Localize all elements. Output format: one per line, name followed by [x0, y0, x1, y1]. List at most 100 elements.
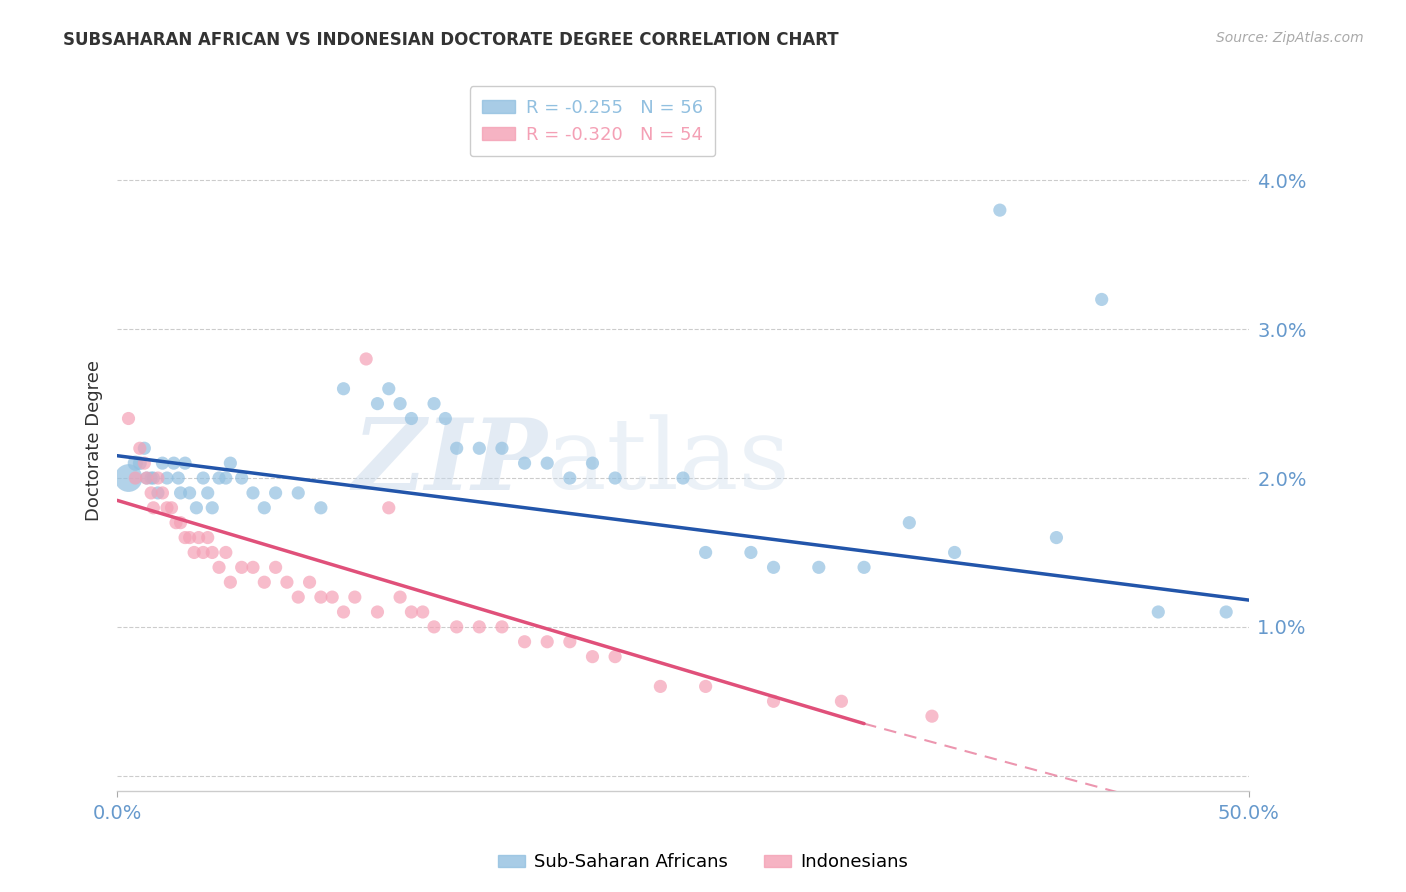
Point [298, 575, 321, 590]
Point [650, 680, 672, 694]
Point [988, 203, 1011, 218]
Point [231, 560, 253, 574]
Point [135, 471, 157, 485]
Point [695, 680, 717, 694]
Point [446, 442, 468, 456]
Point [242, 560, 264, 574]
Point [412, 605, 434, 619]
Point [183, 545, 205, 559]
Point [581, 456, 603, 470]
Point [152, 486, 174, 500]
Point [309, 590, 332, 604]
Point [174, 456, 197, 470]
Point [401, 605, 423, 619]
Point [332, 382, 354, 396]
Point [146, 471, 169, 485]
Point [446, 620, 468, 634]
Point [1147, 605, 1170, 619]
Point [169, 486, 191, 500]
Point [491, 442, 513, 456]
Point [558, 634, 581, 648]
Point [117, 411, 139, 425]
Text: SUBSAHARAN AFRICAN VS INDONESIAN DOCTORATE DEGREE CORRELATION CHART: SUBSAHARAN AFRICAN VS INDONESIAN DOCTORA… [63, 31, 839, 49]
Point [156, 500, 179, 515]
Point [378, 500, 401, 515]
Point [366, 605, 388, 619]
Point [134, 456, 156, 470]
Point [142, 471, 165, 485]
Point [139, 471, 162, 485]
Point [128, 442, 150, 456]
Point [332, 605, 354, 619]
Point [174, 531, 197, 545]
Point [762, 560, 785, 574]
Point [287, 486, 309, 500]
Point [193, 545, 215, 559]
Text: ZIP: ZIP [353, 414, 547, 510]
Point [401, 411, 423, 425]
Point [264, 486, 287, 500]
Point [468, 442, 491, 456]
Point [197, 486, 219, 500]
Point [343, 590, 366, 604]
Point [740, 545, 762, 559]
Point [603, 471, 626, 485]
Point [219, 456, 242, 470]
Point [167, 471, 190, 485]
Point [187, 531, 209, 545]
Point [898, 516, 921, 530]
Legend: R = -0.255   N = 56, R = -0.320   N = 54: R = -0.255 N = 56, R = -0.320 N = 54 [470, 87, 716, 156]
Point [197, 531, 219, 545]
Point [378, 382, 401, 396]
Point [1215, 605, 1237, 619]
Point [186, 500, 208, 515]
Point [287, 590, 309, 604]
Point [695, 545, 717, 559]
Point [215, 471, 238, 485]
Point [1045, 531, 1067, 545]
Point [142, 500, 165, 515]
Point [581, 649, 603, 664]
Point [179, 531, 201, 545]
Point [389, 590, 412, 604]
Point [321, 590, 343, 604]
Point [124, 456, 146, 470]
Point [253, 575, 276, 590]
Point [1091, 293, 1114, 307]
Point [231, 471, 253, 485]
Point [156, 471, 179, 485]
Point [423, 396, 446, 410]
Point [201, 500, 224, 515]
Point [423, 620, 446, 634]
Point [354, 351, 377, 366]
Y-axis label: Doctorate Degree: Doctorate Degree [86, 360, 103, 521]
Point [128, 456, 150, 470]
Point [491, 620, 513, 634]
Point [762, 694, 785, 708]
Point [264, 560, 287, 574]
Point [807, 560, 830, 574]
Point [201, 545, 224, 559]
Point [853, 560, 876, 574]
Point [468, 620, 491, 634]
Point [558, 471, 581, 485]
Point [124, 471, 146, 485]
Point [163, 456, 186, 470]
Point [219, 575, 242, 590]
Point [672, 471, 695, 485]
Point [513, 456, 536, 470]
Point [536, 634, 558, 648]
Point [208, 471, 231, 485]
Point [165, 516, 187, 530]
Point [366, 396, 388, 410]
Point [242, 486, 264, 500]
Point [179, 486, 201, 500]
Text: Source: ZipAtlas.com: Source: ZipAtlas.com [1216, 31, 1364, 45]
Point [134, 442, 156, 456]
Point [513, 634, 536, 648]
Point [603, 649, 626, 664]
Point [208, 560, 231, 574]
Point [193, 471, 215, 485]
Point [160, 500, 183, 515]
Point [135, 471, 157, 485]
